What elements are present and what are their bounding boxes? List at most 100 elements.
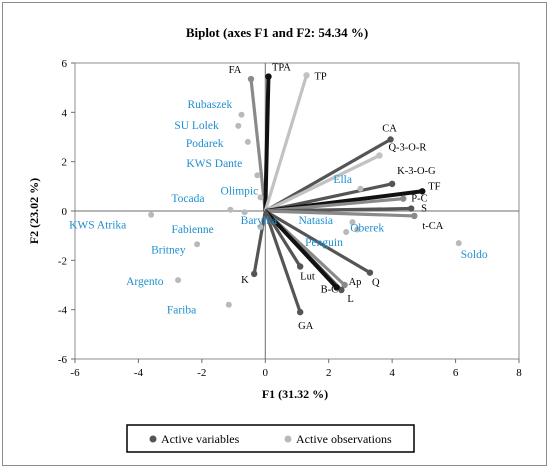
observation-label: Fariba <box>167 305 196 317</box>
observation-point <box>354 226 361 233</box>
legend: Active variables Active observations <box>126 424 415 453</box>
variable-label: TP <box>315 71 327 82</box>
observation-point <box>194 241 201 248</box>
variable-vector <box>263 210 302 268</box>
variable-point <box>341 281 348 289</box>
y-tick-label: 0 <box>62 206 68 218</box>
variable-label: TPA <box>272 63 291 74</box>
observation-points <box>148 111 462 308</box>
observation-point <box>343 228 350 235</box>
variable-label: K-3-O-G <box>397 166 436 177</box>
variable-point <box>400 195 407 202</box>
observation-point <box>227 206 234 213</box>
legend-marker-active-variables <box>149 435 157 443</box>
y-tick-label: -6 <box>58 354 68 366</box>
variable-vector <box>252 210 267 275</box>
legend-label-active-observations: Active observations <box>296 432 392 446</box>
observation-label: Britney <box>151 244 186 256</box>
observation-point <box>257 194 264 201</box>
variable-label: Q-3-O-R <box>388 143 426 154</box>
variable-vector <box>264 154 381 213</box>
observation-point <box>238 111 245 118</box>
observation-point <box>257 224 264 231</box>
variable-point <box>296 263 304 270</box>
point-labels: FA TPA TP CA Q-3-O-R K-3-O-G TFP-CSt-CA Q Ap L B-C… <box>69 63 488 333</box>
x-tick-label: 6 <box>453 367 459 379</box>
observation-label: Podarek <box>186 138 224 150</box>
observation-label: Rubaszek <box>188 99 233 111</box>
observation-label: Soldo <box>461 249 488 261</box>
variable-label: K <box>241 275 249 286</box>
variable-point <box>303 72 310 79</box>
variable-vector <box>264 209 371 275</box>
y-axis-label: F2 (23.02 %) <box>27 178 41 244</box>
y-tick-label: 6 <box>62 58 68 70</box>
variable-point <box>366 269 374 276</box>
variable-label: FA <box>229 65 242 76</box>
variable-label: GA <box>298 321 314 332</box>
variable-vector <box>263 209 339 289</box>
variable-point <box>296 308 304 316</box>
variable-label: L <box>347 294 353 305</box>
variable-label: S <box>421 204 427 215</box>
biplot-chart: Biplot (axes F1 and F2: 54.34 %) -6 -4 -2 0… <box>27 25 522 453</box>
variable-point <box>407 205 415 212</box>
observation-label: Tocada <box>171 193 204 205</box>
variable-label: Lut <box>300 272 315 283</box>
observation-point <box>349 219 356 226</box>
y-tick-label: -2 <box>58 255 67 267</box>
variable-vector <box>263 210 302 313</box>
chart-title: Biplot (axes F1 and F2: 54.34 %) <box>186 25 368 40</box>
observation-label: Penguin <box>305 237 343 249</box>
variable-point <box>250 270 258 278</box>
variable-point <box>247 75 255 83</box>
variable-label: Q <box>372 278 380 289</box>
variable-point <box>338 286 345 294</box>
variable-vectors <box>247 72 426 316</box>
variable-point <box>419 188 426 195</box>
variable-label: Ap <box>349 277 362 288</box>
chart-frame: Biplot (axes F1 and F2: 54.34 %) -6 -4 -2 0… <box>2 2 547 466</box>
x-tick-label: 4 <box>389 367 395 379</box>
variable-label: t-CA <box>422 221 443 232</box>
observation-point <box>357 185 364 192</box>
observation-point <box>244 138 251 145</box>
variable-point <box>411 212 418 220</box>
observation-point <box>148 211 155 218</box>
observation-point <box>235 122 242 129</box>
observation-label: Oberek <box>350 223 384 235</box>
x-tick-label: -6 <box>70 367 80 379</box>
x-tick-label: -2 <box>197 367 206 379</box>
y-tick-label: 2 <box>62 157 68 169</box>
observation-point <box>225 301 232 308</box>
y-tick-label: -4 <box>58 305 68 317</box>
observation-label: Olimpic <box>221 185 259 197</box>
variable-label: P-C <box>411 194 427 205</box>
y-tick-label: 4 <box>62 107 68 119</box>
variable-vector <box>265 197 404 213</box>
variable-point <box>333 284 340 291</box>
observation-label: KWS Dante <box>186 158 242 170</box>
x-axis-label: F1 (31.32 %) <box>262 387 328 401</box>
x-tick-label: 2 <box>326 367 332 379</box>
variable-vector <box>249 78 267 212</box>
variable-label: TF <box>428 181 440 192</box>
observation-label: Fabienne <box>172 224 214 236</box>
observation-point <box>241 209 248 216</box>
legend-box <box>126 424 415 453</box>
variable-label: B-C <box>321 284 339 295</box>
observation-point <box>455 240 462 247</box>
observation-label: KWS Atrika <box>69 220 126 232</box>
observation-label: Argento <box>126 276 164 288</box>
observation-point <box>254 172 261 179</box>
variable-point <box>376 152 383 159</box>
observation-label: Ella <box>333 174 352 186</box>
axes-layer: -6 -4 -2 0 2 4 6 8 -6 -4 -2 0 2 4 6 <box>58 58 522 379</box>
legend-marker-active-observations <box>284 435 292 443</box>
observation-point <box>175 277 182 284</box>
variable-point <box>388 180 396 188</box>
observation-label: SU Lolek <box>174 120 219 132</box>
variable-point <box>387 136 394 143</box>
variable-vector <box>263 76 271 212</box>
observation-label: Natasia <box>299 215 333 227</box>
